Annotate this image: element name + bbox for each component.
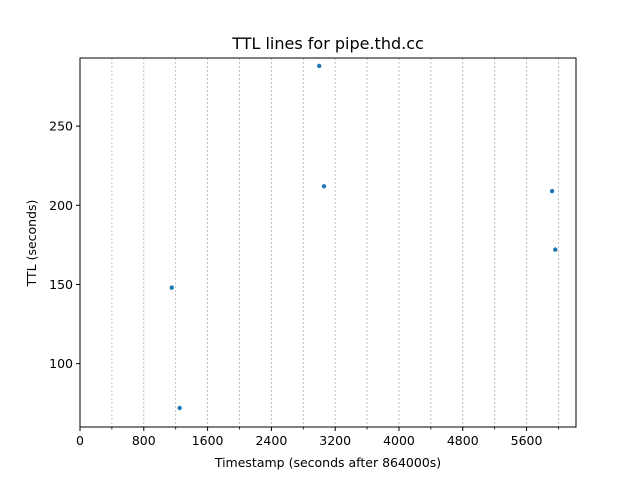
y-tick-label: 200 bbox=[49, 198, 73, 213]
x-tick-label: 0 bbox=[76, 433, 84, 448]
data-point bbox=[177, 405, 182, 411]
x-tick-label: 3200 bbox=[319, 433, 351, 448]
y-axis-label: TTL (seconds) bbox=[24, 200, 39, 288]
data-point bbox=[169, 285, 174, 290]
x-axis-label: Timestamp (seconds after 864000s) bbox=[214, 455, 441, 470]
grid-lines bbox=[111, 58, 559, 427]
chart-title: TTL lines for pipe.thd.cc bbox=[231, 34, 424, 53]
x-tick-label: 4000 bbox=[383, 433, 415, 448]
y-tick-label: 250 bbox=[49, 119, 73, 134]
data-point bbox=[321, 184, 327, 189]
x-axis-ticks: 0 800 1600 2400 3200 4000 4800 5600 bbox=[76, 427, 559, 448]
x-tick-label: 5600 bbox=[511, 433, 543, 448]
data-point bbox=[553, 247, 558, 252]
x-tick-label: 4800 bbox=[447, 433, 479, 448]
y-tick-label: 150 bbox=[49, 277, 73, 292]
x-tick-label: 2400 bbox=[255, 433, 287, 448]
data-point bbox=[317, 63, 322, 69]
data-point bbox=[549, 188, 555, 194]
data-points bbox=[169, 63, 558, 411]
plot-frame bbox=[79, 57, 577, 428]
x-tick-label: 800 bbox=[132, 433, 156, 448]
y-tick-label: 100 bbox=[49, 356, 73, 371]
x-tick-label: 1600 bbox=[192, 433, 224, 448]
y-axis-ticks: 100 150 200 250 bbox=[49, 119, 80, 371]
